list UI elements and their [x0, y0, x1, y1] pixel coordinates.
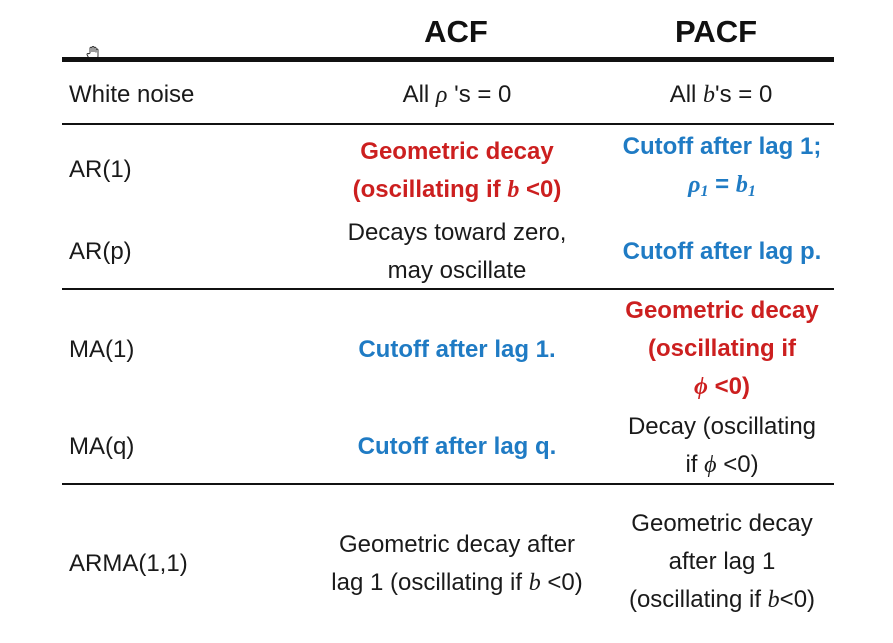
arma11-pacf: Geometric decay after lag 1 (oscillating… [628, 510, 816, 613]
ma1-acf: Cutoff after lag 1. [358, 336, 556, 363]
arp-acf: Decays toward zero, may oscillate [347, 219, 567, 284]
header-rule [62, 57, 834, 62]
ma1-pacf: Geometric decay (oscillating if ϕ <0) [625, 297, 819, 400]
row-label-arp: AR(p) [69, 238, 132, 265]
row-label-ma1: MA(1) [69, 336, 135, 363]
row-label-maq: MA(q) [69, 433, 135, 460]
pacf-column-header: PACF [674, 14, 758, 49]
ar-divider [62, 288, 834, 290]
maq-pacf: Decay (oscillating if ϕ <0) [627, 413, 817, 478]
row-label-ar1: AR(1) [69, 156, 132, 183]
white-noise-divider [62, 123, 834, 125]
arp-pacf: Cutoff after lag p. [622, 238, 822, 265]
row-label-arma11: ARMA(1,1) [69, 550, 188, 577]
acf-column-header: ACF [424, 14, 488, 49]
ma-divider [62, 483, 834, 485]
arma11-acf: Geometric decay after lag 1 (oscillating… [331, 531, 583, 596]
white-noise-pacf: All b's = 0 [669, 81, 773, 108]
ar1-acf: Geometric decay (oscillating if b <0) [352, 138, 562, 203]
ar1-pacf: Cutoff after lag 1; ρ1 = b1 [622, 133, 822, 200]
row-label-white-noise: White noise [69, 81, 195, 108]
white-noise-acf: All ρ 's = 0 [402, 81, 512, 108]
maq-acf: Cutoff after lag q. [357, 433, 557, 460]
